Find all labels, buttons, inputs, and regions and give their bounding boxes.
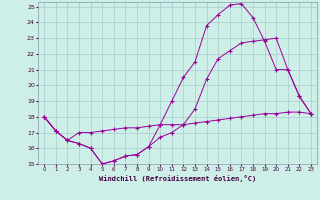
X-axis label: Windchill (Refroidissement éolien,°C): Windchill (Refroidissement éolien,°C) (99, 175, 256, 182)
